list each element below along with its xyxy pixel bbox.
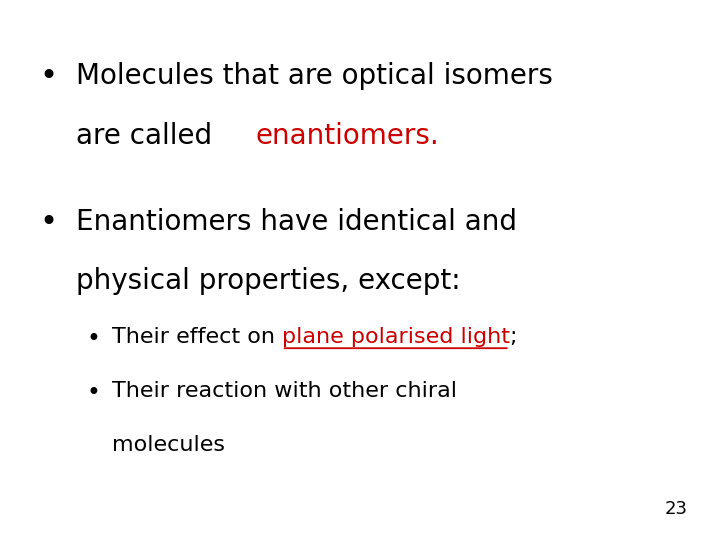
Text: •: • xyxy=(40,62,58,91)
Text: Enantiomers have identical and: Enantiomers have identical and xyxy=(76,208,517,236)
Text: Molecules that are optical isomers: Molecules that are optical isomers xyxy=(76,62,552,90)
Text: •: • xyxy=(86,381,100,404)
Text: molecules: molecules xyxy=(112,435,225,455)
Text: •: • xyxy=(86,327,100,350)
Text: Their effect on: Their effect on xyxy=(112,327,282,347)
Text: Their reaction with other chiral: Their reaction with other chiral xyxy=(112,381,456,401)
Text: plane polarised light: plane polarised light xyxy=(282,327,510,347)
Text: 23: 23 xyxy=(665,501,688,518)
Text: enantiomers.: enantiomers. xyxy=(256,122,439,150)
Text: physical properties, except:: physical properties, except: xyxy=(76,267,460,295)
Text: ;: ; xyxy=(510,327,517,347)
Text: are called: are called xyxy=(76,122,220,150)
Text: •: • xyxy=(40,208,58,237)
